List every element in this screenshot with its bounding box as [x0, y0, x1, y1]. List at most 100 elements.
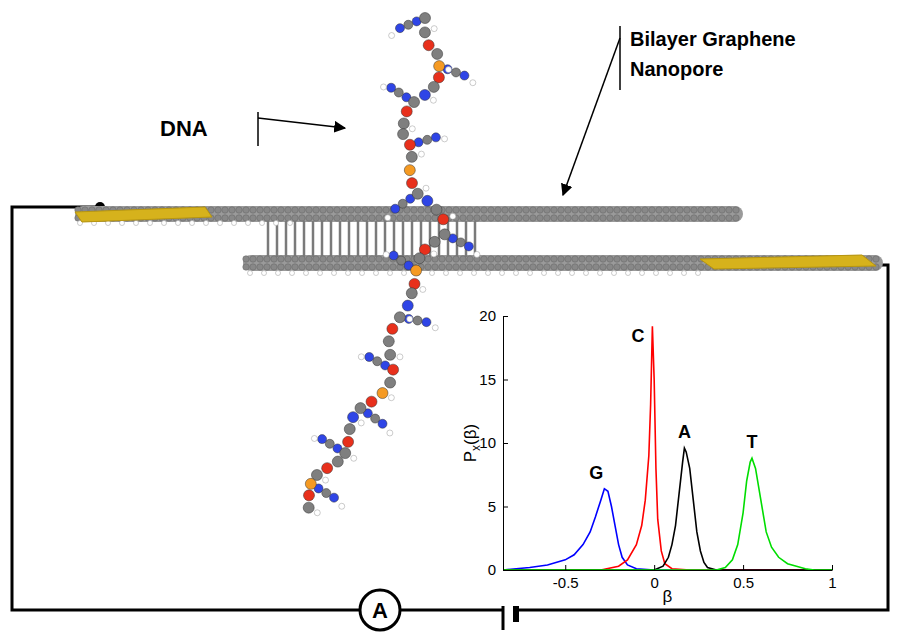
carbon-atom: [460, 207, 466, 213]
carbon-atom: [397, 215, 403, 221]
carbon-atom: [516, 207, 522, 213]
base-atom: [404, 20, 413, 29]
carbon-atom: [656, 264, 662, 270]
carbon-atom: [586, 215, 592, 221]
x-axis-title: β: [663, 587, 673, 606]
carbon-atom: [607, 264, 613, 270]
y-tick-label: 20: [479, 307, 496, 324]
carbon-atom: [712, 207, 718, 213]
carbon-atom: [656, 256, 662, 262]
carbon-atom: [320, 215, 326, 221]
y-tick-label: 0: [488, 561, 496, 578]
carbon-atom: [467, 264, 473, 270]
carbon-atom: [677, 215, 683, 221]
carbon-atom: [285, 207, 291, 213]
carbon-atom: [495, 256, 501, 262]
carbon-atom: [691, 207, 697, 213]
carbon-atom: [215, 207, 221, 213]
label-bracket: [619, 26, 621, 90]
carbon-atom: [670, 256, 676, 262]
carbon-atom: [348, 256, 354, 262]
carbon-atom: [292, 264, 298, 270]
hydrogen-atom: [556, 271, 561, 276]
carbon-atom: [355, 207, 361, 213]
carbon-atom: [439, 256, 445, 262]
carbon-atom: [586, 207, 592, 213]
hydrogen-atom: [446, 67, 452, 73]
backbone-atom: [406, 288, 417, 299]
x-tick: 1: [828, 565, 836, 591]
carbon-atom: [292, 215, 298, 221]
carbon-atom: [257, 207, 263, 213]
hydrogen-atom: [423, 185, 429, 191]
hydrogen-atom: [430, 97, 436, 103]
carbon-atom: [551, 215, 557, 221]
hydrogen-atom: [654, 271, 659, 276]
carbon-atom: [460, 215, 466, 221]
carbon-atom: [677, 256, 683, 262]
hydrogen-atom: [358, 354, 364, 360]
carbon-bond: [303, 221, 306, 257]
carbon-atom: [453, 256, 459, 262]
base-atom: [452, 68, 461, 77]
carbon-atom: [292, 256, 298, 262]
carbon-atom: [390, 264, 396, 270]
carbon-atom: [579, 207, 585, 213]
carbon-atom: [236, 215, 242, 221]
carbon-atom: [593, 215, 599, 221]
carbon-atom: [600, 256, 606, 262]
carbon-atom: [572, 264, 578, 270]
carbon-atom: [250, 215, 256, 221]
carbon-atom: [621, 215, 627, 221]
carbon-atom: [523, 264, 529, 270]
carbon-atom: [488, 256, 494, 262]
carbon-atom: [488, 215, 494, 221]
carbon-atom: [565, 207, 571, 213]
carbon-atom: [243, 207, 249, 213]
backbone-atom: [432, 48, 443, 59]
hydrogen-atom: [612, 271, 617, 276]
carbon-atom: [257, 256, 263, 262]
hydrogen-atom: [358, 420, 364, 426]
carbon-atom: [698, 215, 704, 221]
x-tick-mark: [743, 565, 744, 570]
carbon-atom: [600, 207, 606, 213]
base-atom: [389, 251, 398, 260]
hydrogen-atom: [276, 271, 281, 276]
backbone-atom: [340, 448, 351, 459]
backbone-atom: [422, 195, 433, 206]
carbon-atom: [677, 264, 683, 270]
carbon-atom: [684, 215, 690, 221]
hydrogen-atom: [332, 271, 337, 276]
label-bracket: [257, 112, 259, 146]
hydrogen-atom: [430, 271, 435, 276]
hydrogen-atom: [486, 271, 491, 276]
hydrogen-atom: [640, 271, 645, 276]
carbon-atom: [523, 256, 529, 262]
carbon-atom: [278, 256, 284, 262]
carbon-atom: [299, 256, 305, 262]
series-label: C: [631, 326, 644, 346]
carbon-atom: [481, 256, 487, 262]
backbone-atom: [411, 265, 422, 276]
carbon-atom: [250, 264, 256, 270]
carbon-atom: [278, 207, 284, 213]
carbon-atom: [243, 264, 249, 270]
carbon-atom: [635, 207, 641, 213]
backbone-atom: [402, 300, 413, 311]
carbon-atom: [320, 207, 326, 213]
carbon-atom: [698, 264, 704, 270]
carbon-atom: [579, 256, 585, 262]
backbone-atom: [434, 61, 445, 72]
carbon-atom: [369, 264, 375, 270]
hydrogen-atom: [450, 213, 456, 219]
hydrogen-atom: [260, 221, 265, 226]
y-tick: 5: [488, 498, 508, 515]
pore-label: Nanopore: [630, 58, 723, 80]
carbon-atom: [271, 207, 277, 213]
carbon-atom: [593, 256, 599, 262]
hydrogen-atom: [409, 126, 415, 132]
carbon-atom: [502, 207, 508, 213]
carbon-atom: [474, 207, 480, 213]
y-tick-mark: [503, 316, 508, 317]
